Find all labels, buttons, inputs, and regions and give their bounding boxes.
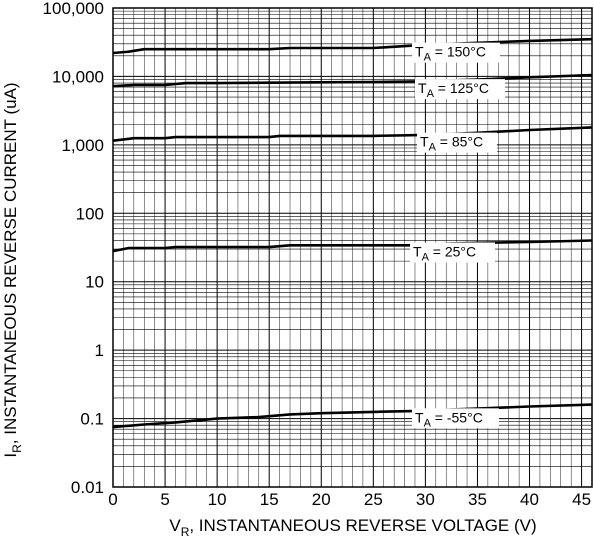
- curve-label: TA = 25°C: [413, 243, 476, 263]
- curve-label: TA = -55°C: [415, 409, 483, 429]
- curve-labels: TA = 150°C TA = 125°C TA = 85°C TA = 25°C TA…: [410, 42, 505, 429]
- y-tick-label: 0.1: [80, 410, 104, 429]
- y-tick-label: 10,000: [52, 67, 104, 86]
- x-tick-label: 40: [520, 490, 539, 509]
- y-tick-label: 100,000: [43, 0, 104, 18]
- y-tick-label: 0.01: [71, 478, 104, 497]
- plot-frame: [112, 7, 593, 488]
- tick-labels: 0 5 10 15 20 25 30 35 40 45 0.01 0.1 1 10 100 1,000 10,0…: [43, 0, 592, 509]
- curve-label-bg: [412, 42, 500, 63]
- x-tick-label: 5: [160, 490, 169, 509]
- x-tick-label: 35: [468, 490, 487, 509]
- y-tick-label: 100: [76, 204, 104, 223]
- y-tick-label: 1,000: [61, 136, 104, 155]
- x-tick-label: 15: [260, 490, 279, 509]
- curve-label-bg: [415, 79, 505, 100]
- x-tick-label: 0: [108, 490, 117, 509]
- curve-label-bg: [410, 242, 495, 263]
- curve-label: TA = 85°C: [420, 134, 483, 154]
- x-tick-label: 30: [416, 490, 435, 509]
- curve-label: TA = 150°C: [415, 44, 486, 64]
- x-tick-label: 25: [364, 490, 383, 509]
- x-tick-label: 10: [208, 490, 227, 509]
- y-tick-label: 10: [85, 273, 104, 292]
- x-axis-title: VR, INSTANTANEOUS REVERSE VOLTAGE (V): [169, 516, 536, 539]
- curve-label: TA = 125°C: [418, 80, 489, 100]
- curve-label-bg: [412, 408, 499, 429]
- y-axis-title: IR, INSTANTANEOUS REVERSE CURRENT (uA): [1, 82, 24, 457]
- y-tick-label: 1: [95, 341, 104, 360]
- x-tick-label: 45: [572, 490, 591, 509]
- x-tick-label: 20: [312, 490, 331, 509]
- curve-label-bg: [417, 132, 497, 153]
